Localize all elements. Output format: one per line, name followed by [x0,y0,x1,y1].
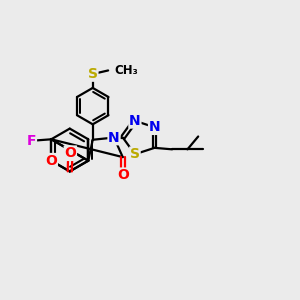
Text: F: F [27,134,36,148]
Text: O: O [117,168,129,182]
Text: N: N [149,120,160,134]
Text: N: N [129,114,141,128]
Text: S: S [130,147,140,161]
Text: CH₃: CH₃ [115,64,138,77]
Text: O: O [64,146,76,160]
Text: S: S [88,67,98,81]
Text: N: N [108,130,120,145]
Text: O: O [45,154,57,168]
